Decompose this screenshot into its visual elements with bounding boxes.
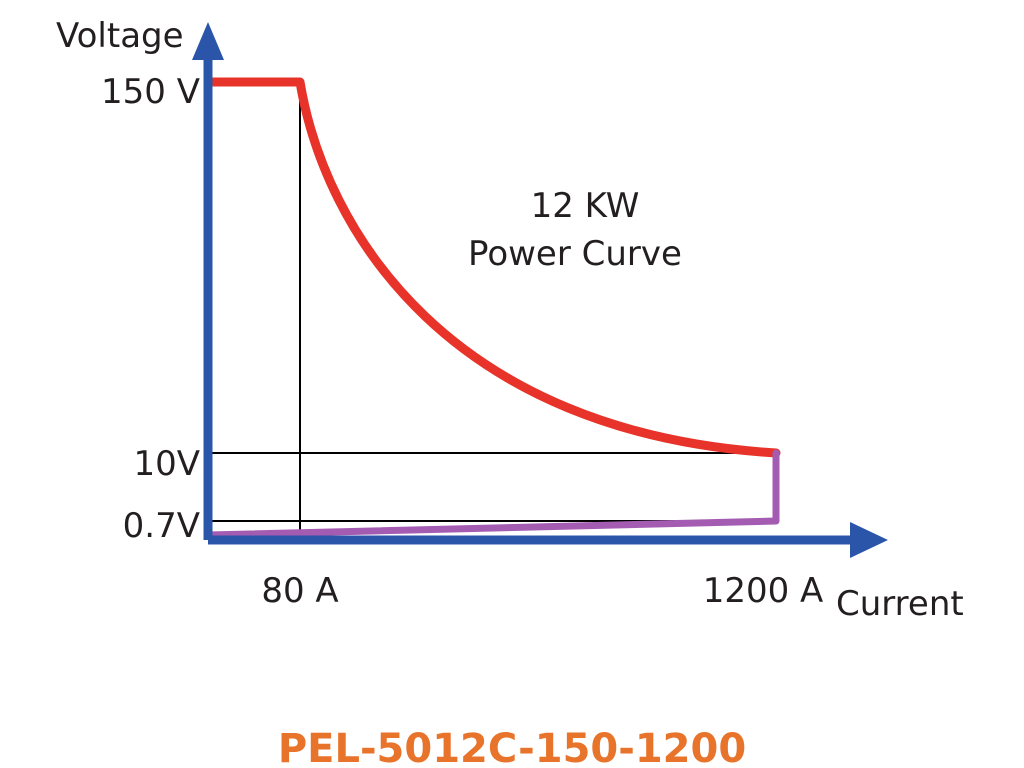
low-voltage-region-line [204,449,780,539]
x-tick-label-80a: 80 A [261,571,338,611]
model-caption: PEL-5012C-150-1200 [278,726,746,768]
power-limit-curve [203,77,781,458]
chart-title: 12 KW [531,186,640,226]
y-tick-label-10v: 10V [133,444,200,484]
y-tick-label-150v: 150 V [101,72,200,112]
y-axis-arrow-icon [192,22,224,60]
y-tick-label-0-7v: 0.7V [123,506,200,546]
x-axis-arrow-icon [850,522,888,558]
y-axis-label: Voltage [56,16,184,56]
x-axis-label: Current [836,584,964,624]
chart-subtitle: Power Curve [468,234,682,274]
x-tick-label-1200a: 1200 A [703,571,824,611]
